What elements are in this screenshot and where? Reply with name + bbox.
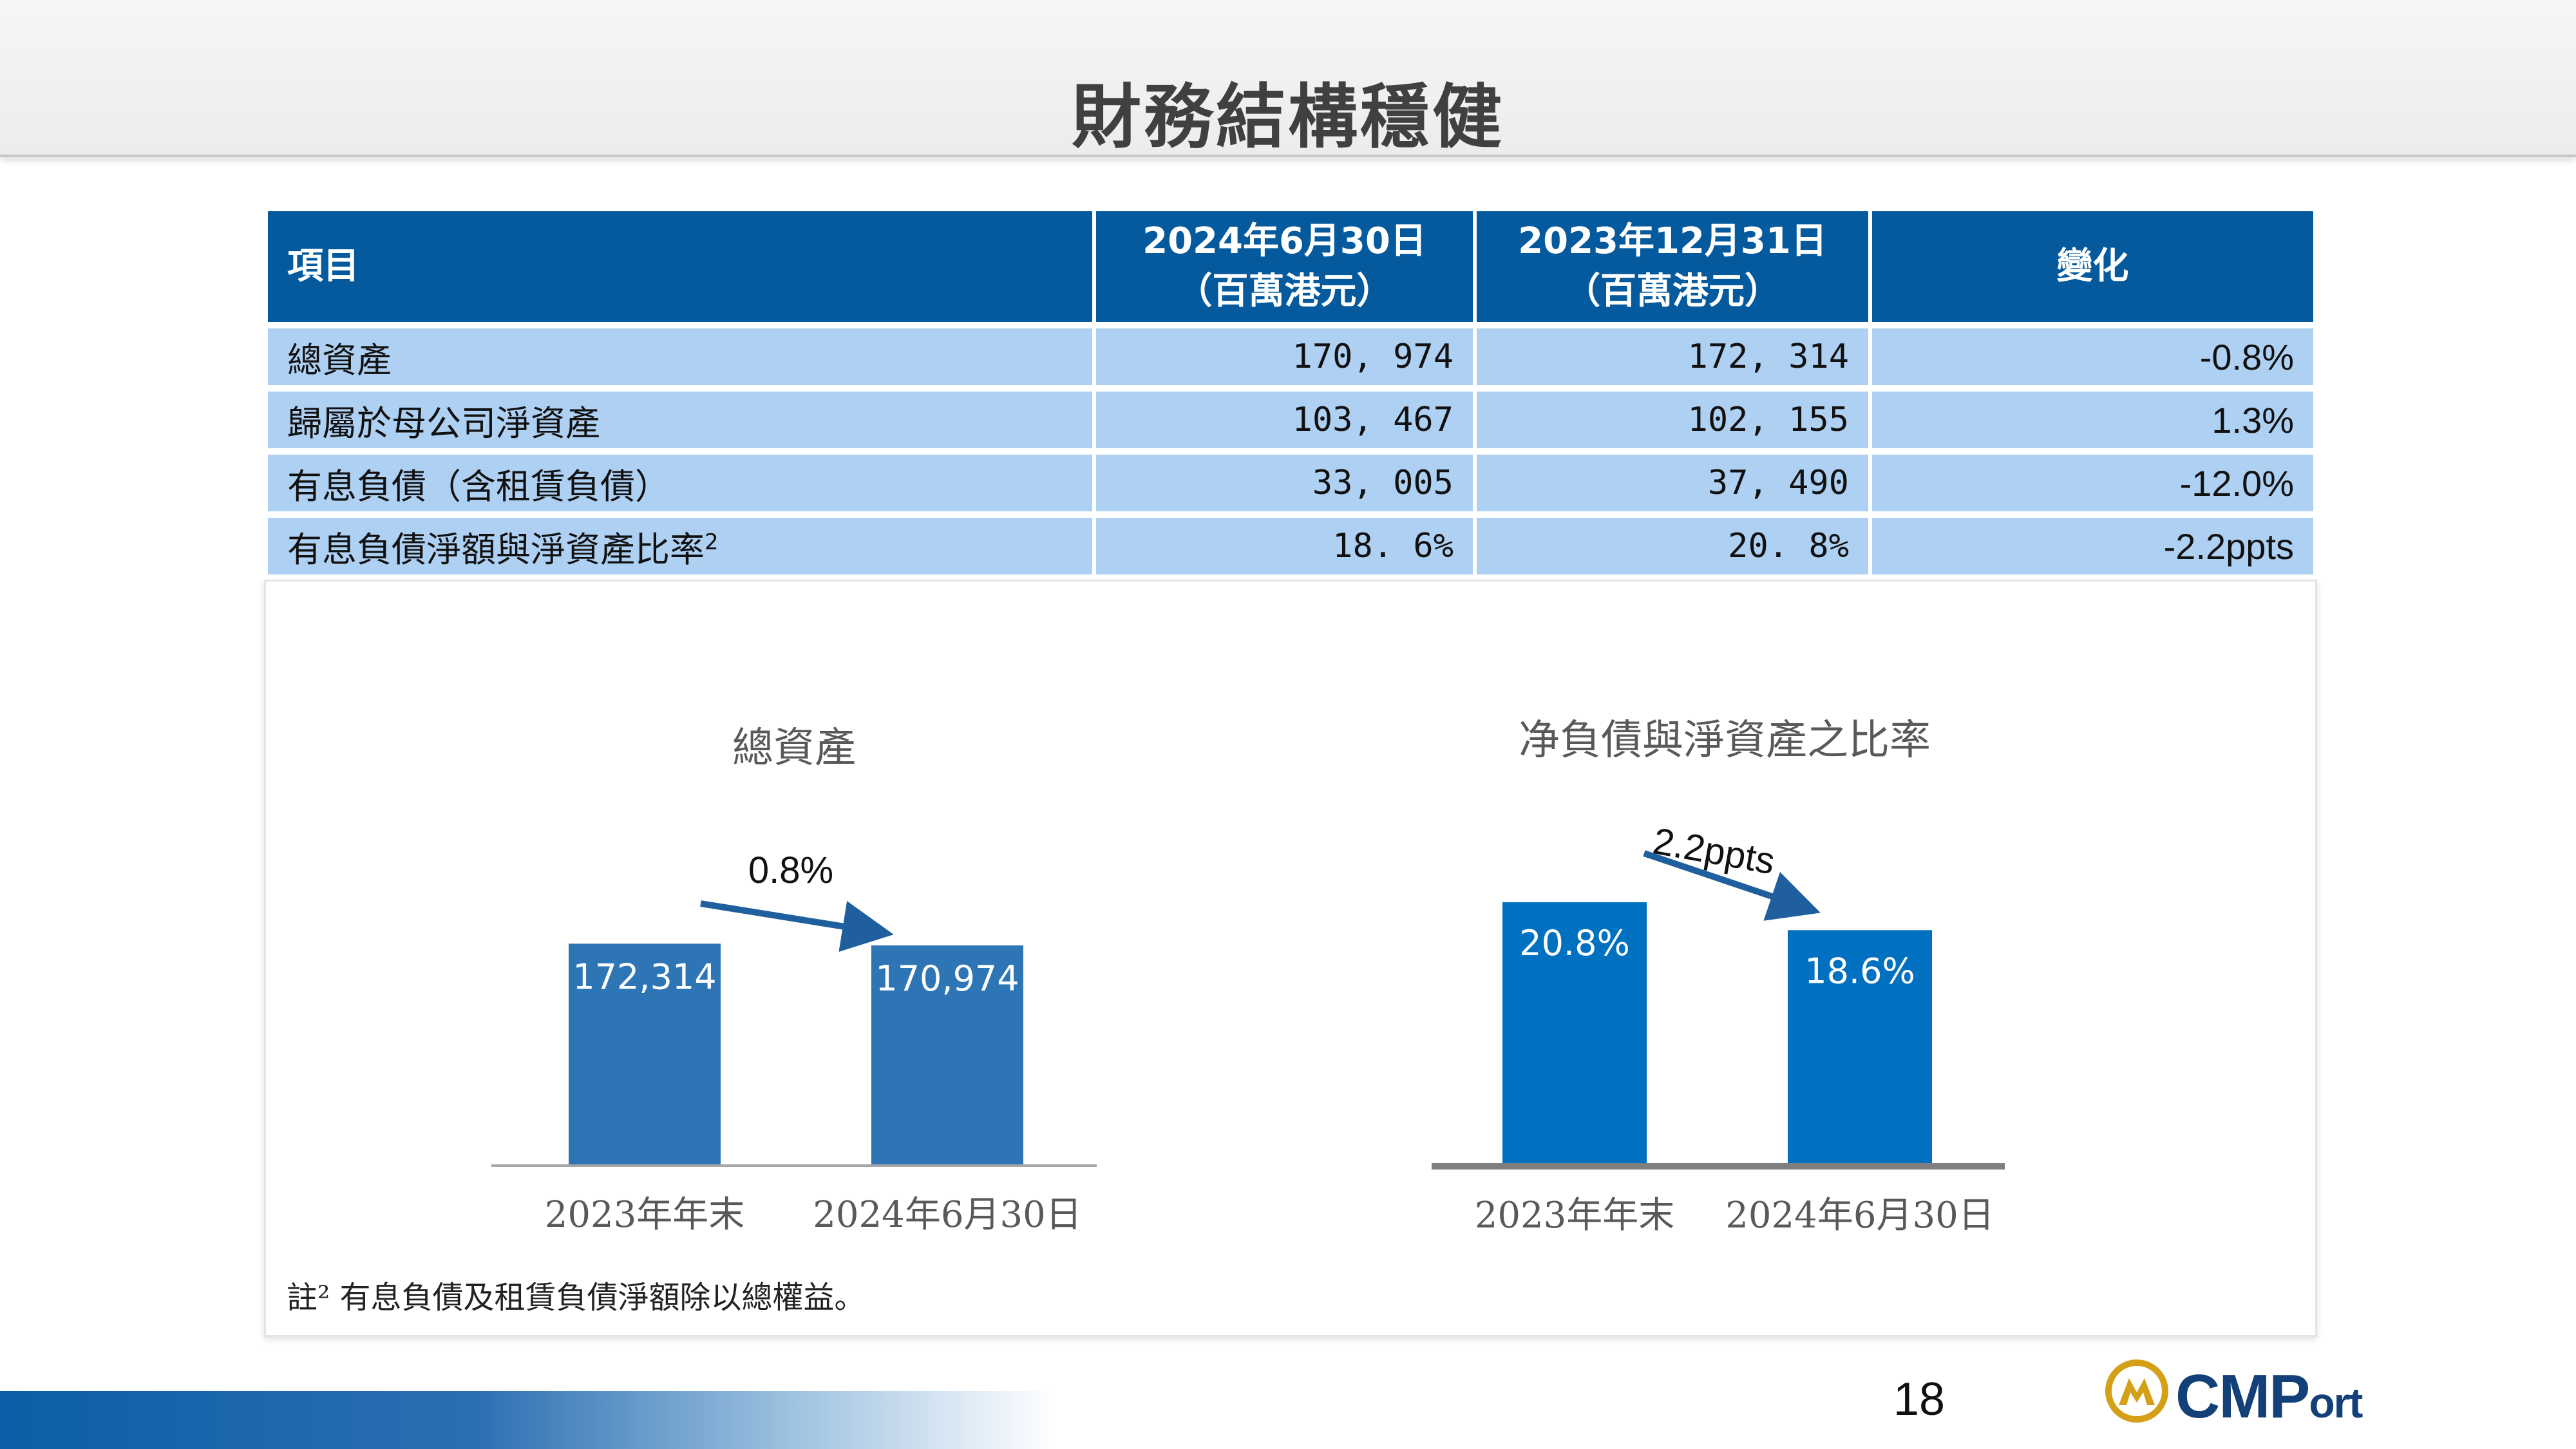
logo-emblem-icon	[2105, 1359, 2168, 1423]
row-value-2024: 103, 467	[1096, 392, 1473, 448]
bar-value-label: 170,974	[875, 958, 1019, 999]
page-number: 18	[1893, 1374, 1946, 1425]
table-row: 有息負債（含租賃負債） 33, 005 37, 490 -12.0%	[268, 455, 2313, 511]
row-value-2024: 18. 6%	[1096, 518, 1473, 574]
logo-text: CMPort	[2175, 1361, 2363, 1432]
page-title: 財務結構穩健	[1071, 77, 1504, 158]
bar-value-label: 20.8%	[1519, 923, 1630, 963]
table-row: 總資產 170, 974 172, 314 -0.8%	[268, 328, 2313, 385]
row-item-label: 有息負債淨額與淨資產比率	[287, 529, 705, 570]
logo-text-main: CMP	[2175, 1362, 2310, 1431]
row-item: 有息負債淨額與淨資產比率2	[268, 518, 1092, 574]
change-label: 2.2ppts	[1650, 820, 1778, 882]
row-item: 總資產	[268, 328, 1092, 385]
header-2024: 2024年6月30日 （百萬港元）	[1096, 211, 1473, 322]
chart-panel: 總資產 172,314 2023年年末 170,974 2024年6月30日 0.8% 净負…	[264, 580, 2317, 1337]
chart-bar	[1502, 902, 1647, 1166]
header-2024-date: 2024年6月30日	[1142, 220, 1426, 262]
row-item: 歸屬於母公司淨資產	[268, 392, 1092, 448]
header-change: 變化	[1872, 211, 2313, 322]
change-arrow	[700, 900, 894, 952]
row-change: -12.0%	[1872, 455, 2313, 511]
chart-title: 總資產	[732, 724, 856, 772]
x-tick-label: 2024年6月30日	[813, 1194, 1081, 1236]
table-row: 歸屬於母公司淨資產 103, 467 102, 155 1.3%	[268, 392, 2313, 448]
row-value-2024: 170, 974	[1096, 328, 1473, 385]
financial-table: 項目 2024年6月30日 （百萬港元） 2023年12月31日 （百萬港元） …	[264, 205, 2317, 581]
row-value-2024: 33, 005	[1096, 455, 1473, 511]
row-item-label: 歸屬於母公司淨資產	[287, 402, 600, 444]
header-2023-unit: （百萬港元）	[1564, 270, 1781, 312]
header-2024-unit: （百萬港元）	[1176, 270, 1393, 312]
chart-bar	[871, 945, 1023, 1166]
header-2023-date: 2023年12月31日	[1518, 220, 1827, 262]
x-tick-label: 2024年6月30日	[1725, 1195, 1994, 1236]
chart-bar	[1788, 930, 1932, 1166]
row-change: 1.3%	[1872, 392, 2313, 448]
row-change: -2.2ppts	[1872, 518, 2313, 574]
chart-bar	[569, 943, 721, 1166]
footnote: 註² 有息負債及租賃負債淨額除以總權益。	[287, 1280, 866, 1316]
bar-value-label: 18.6%	[1804, 951, 1915, 991]
header-2023: 2023年12月31日 （百萬港元）	[1477, 211, 1868, 322]
row-value-2023: 102, 155	[1477, 392, 1868, 448]
chart-title: 净負債與淨資產之比率	[1519, 717, 1931, 764]
row-change: -0.8%	[1872, 328, 2313, 385]
charts-svg: 總資產 172,314 2023年年末 170,974 2024年6月30日 0.8% 净負…	[491, 717, 2005, 1236]
cmport-logo: CMPort	[2105, 1359, 2401, 1432]
change-arrow	[1643, 850, 1821, 921]
header-band	[0, 0, 2576, 157]
table-header-row: 項目 2024年6月30日 （百萬港元） 2023年12月31日 （百萬港元） …	[268, 211, 2313, 322]
footer-bar	[0, 1391, 1056, 1449]
x-tick-label: 2023年年末	[545, 1194, 745, 1236]
logo-text-small: ort	[2309, 1379, 2363, 1426]
table-row: 有息負債淨額與淨資產比率2 18. 6% 20. 8% -2.2ppts	[268, 518, 2313, 574]
row-value-2023: 172, 314	[1477, 328, 1868, 385]
row-item: 有息負債（含租賃負債）	[268, 455, 1092, 511]
row-item-label: 總資產	[287, 339, 392, 381]
x-tick-label: 2023年年末	[1475, 1195, 1675, 1236]
row-item-label: 有息負債（含租賃負債）	[287, 466, 670, 507]
row-item-sup: 2	[705, 529, 719, 555]
header-item: 項目	[268, 211, 1092, 322]
row-value-2023: 37, 490	[1477, 455, 1868, 511]
row-value-2023: 20. 8%	[1477, 518, 1868, 574]
bar-value-label: 172,314	[573, 956, 716, 997]
change-label: 0.8%	[748, 849, 833, 891]
